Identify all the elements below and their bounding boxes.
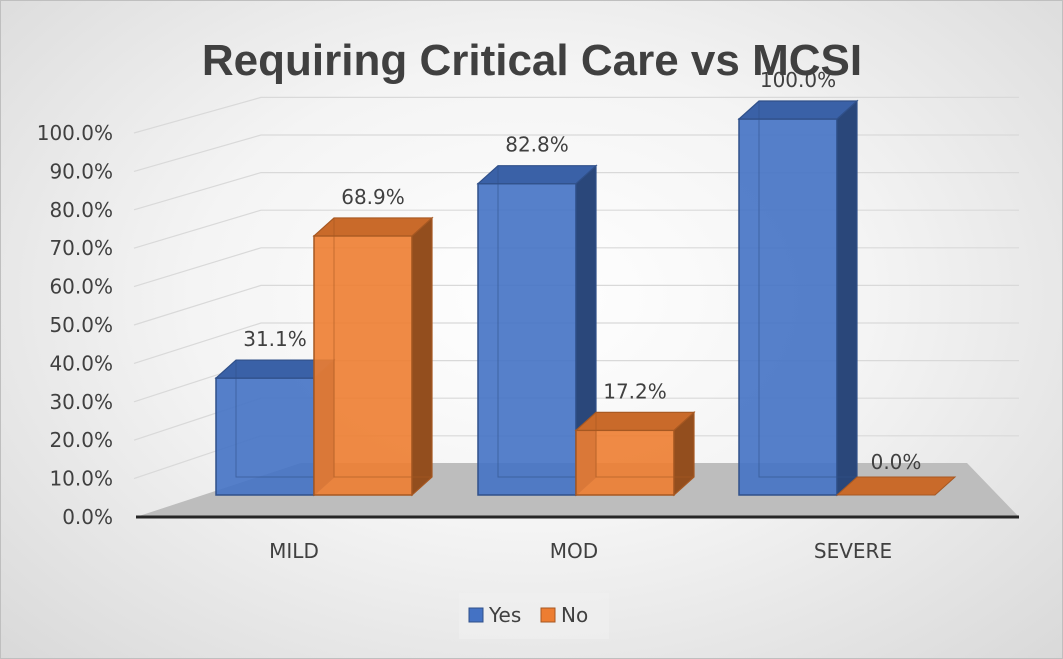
x-axis: MILD MOD SEVERE: [269, 539, 892, 563]
bar-inner-edge: [758, 101, 857, 478]
data-label: 0.0%: [871, 450, 922, 474]
bar-no-mod: [574, 410, 696, 497]
data-label: 68.9%: [341, 185, 405, 209]
gridline: [133, 96, 1019, 134]
y-tick-label: 20.0%: [49, 428, 113, 452]
bar-top: [737, 100, 859, 120]
legend-label-yes: Yes: [488, 603, 521, 627]
bar-top: [574, 411, 696, 431]
y-tick-label: 70.0%: [49, 236, 113, 260]
bar-top: [476, 165, 598, 185]
data-labels: 31.1% 68.9% 82.8% 17.2% 100.0% 0.0%: [243, 68, 921, 474]
bar-top: [312, 217, 434, 237]
y-tick-label: 40.0%: [49, 351, 113, 375]
data-label: 31.1%: [243, 327, 307, 351]
bar-inner-edge: [497, 165, 596, 478]
legend-box: [459, 593, 609, 639]
bar-inner-edge: [595, 412, 694, 478]
bars: [214, 99, 957, 497]
bar-side: [411, 216, 433, 497]
y-tick-label: 0.0%: [62, 505, 113, 529]
bar-no-severe: [835, 476, 957, 496]
x-tick-label: SEVERE: [814, 539, 892, 563]
y-tick-label: 30.0%: [49, 390, 113, 414]
y-axis: 0.0% 10.0% 20.0% 30.0% 40.0% 50.0% 60.0% 70.0% 8…: [37, 121, 113, 529]
bar-yes-mod: [476, 164, 598, 497]
bar-front: [738, 118, 838, 496]
bar-front: [477, 182, 577, 496]
bar-yes-severe: [737, 99, 859, 497]
y-tick-label: 90.0%: [49, 159, 113, 183]
bar-inner-edge: [235, 360, 334, 478]
bar-front: [575, 429, 675, 496]
y-tick-label: 100.0%: [37, 121, 113, 145]
bar-front: [313, 235, 413, 496]
y-tick-label: 80.0%: [49, 198, 113, 222]
data-label: 100.0%: [760, 68, 836, 92]
chart-title: Requiring Critical Care vs MCSI: [202, 36, 862, 85]
bar-no-mild: [312, 216, 434, 497]
legend-swatch-no: [540, 607, 556, 623]
y-tick-label: 50.0%: [49, 313, 113, 337]
bar-side: [836, 99, 858, 497]
bar-front: [215, 377, 315, 496]
legend-swatch-yes: [468, 607, 484, 623]
y-tick-label: 10.0%: [49, 467, 113, 491]
legend: Yes No: [459, 593, 609, 639]
data-label: 17.2%: [603, 379, 667, 403]
x-tick-label: MILD: [269, 539, 319, 563]
data-label: 82.8%: [505, 133, 569, 157]
bar-inner-edge: [333, 217, 432, 478]
legend-label-no: No: [561, 603, 588, 627]
y-tick-label: 60.0%: [49, 275, 113, 299]
x-tick-label: MOD: [550, 539, 598, 563]
bar-top: [835, 476, 957, 496]
